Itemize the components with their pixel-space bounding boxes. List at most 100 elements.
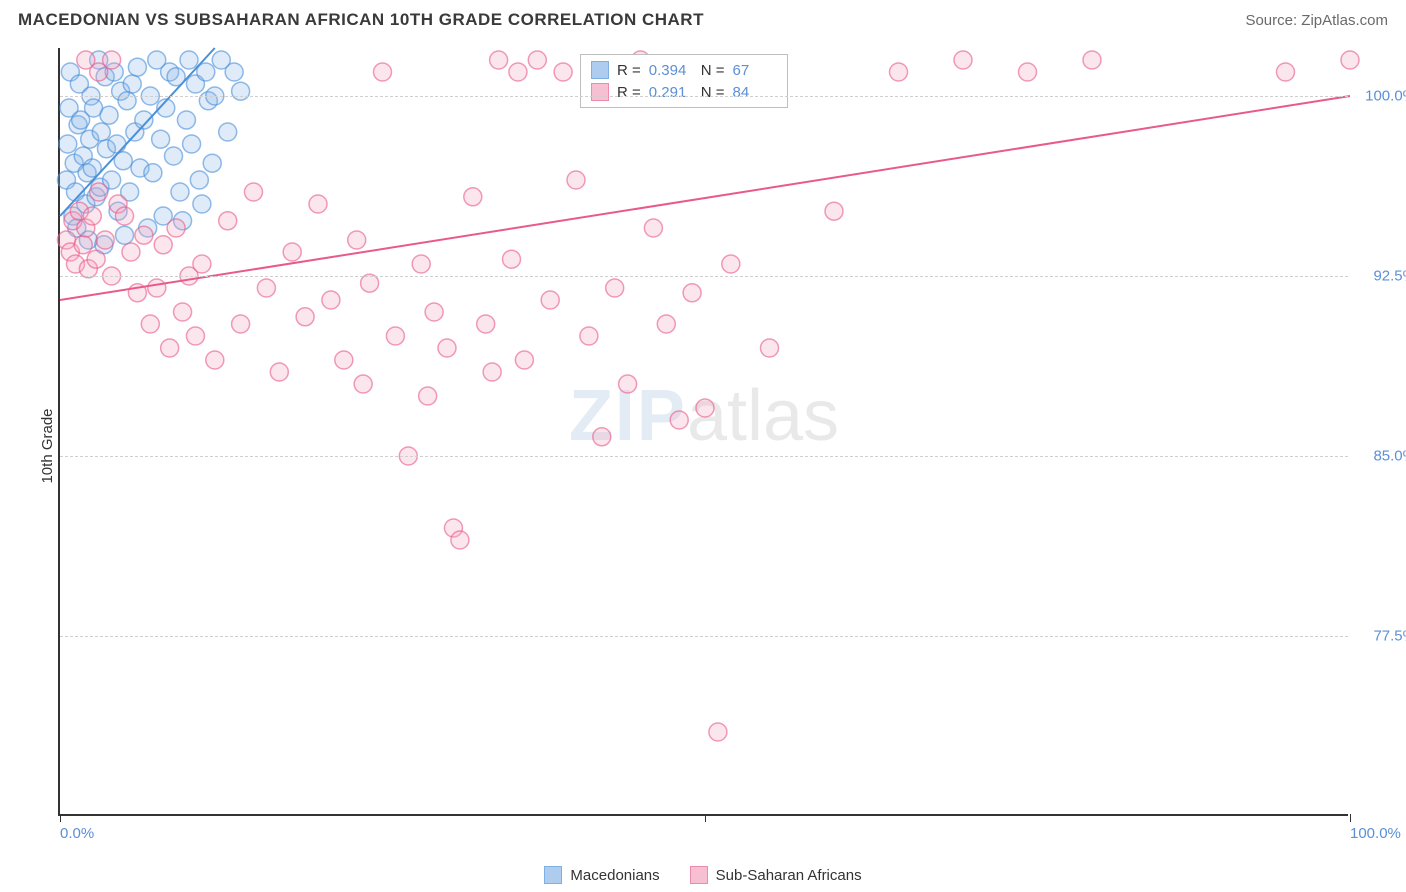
- data-point: [490, 51, 508, 69]
- data-point: [59, 135, 77, 153]
- stat-r-label: R =: [617, 84, 641, 101]
- legend-item: Macedonians: [544, 866, 659, 884]
- y-tick-label: 85.0%: [1373, 448, 1406, 465]
- data-point: [232, 315, 250, 333]
- stats-row: R = 0.394 N = 67: [591, 59, 777, 81]
- data-point: [87, 250, 105, 268]
- data-point: [174, 303, 192, 321]
- gridline: [60, 96, 1348, 97]
- data-point: [709, 723, 727, 741]
- data-point: [118, 92, 136, 110]
- data-point: [606, 279, 624, 297]
- data-point: [148, 279, 166, 297]
- data-point: [180, 51, 198, 69]
- data-point: [670, 411, 688, 429]
- data-point: [232, 82, 250, 100]
- data-point: [1019, 63, 1037, 81]
- data-point: [193, 255, 211, 273]
- data-point: [477, 315, 495, 333]
- data-point: [483, 363, 501, 381]
- data-point: [123, 75, 141, 93]
- data-point: [103, 51, 121, 69]
- gridline: [60, 636, 1348, 637]
- x-tick: [1350, 814, 1351, 822]
- stats-box: R =0.394N =67R =0.291N =84: [580, 54, 788, 108]
- data-point: [257, 279, 275, 297]
- data-point: [335, 351, 353, 369]
- data-point: [135, 226, 153, 244]
- data-point: [464, 188, 482, 206]
- stat-n-value: 67: [733, 62, 777, 79]
- data-point: [374, 63, 392, 81]
- data-point: [167, 219, 185, 237]
- data-point: [354, 375, 372, 393]
- data-point: [1277, 63, 1295, 81]
- data-point: [683, 284, 701, 302]
- data-point: [425, 303, 443, 321]
- data-point: [116, 207, 134, 225]
- data-point: [554, 63, 572, 81]
- data-point: [190, 171, 208, 189]
- data-point: [83, 207, 101, 225]
- data-point: [144, 164, 162, 182]
- data-point: [165, 147, 183, 165]
- data-point: [203, 154, 221, 172]
- source-label: Source: ZipAtlas.com: [1245, 12, 1388, 29]
- y-tick-label: 92.5%: [1373, 268, 1406, 285]
- data-point: [193, 195, 211, 213]
- data-point: [122, 243, 140, 261]
- x-tick: [60, 814, 61, 822]
- data-point: [206, 351, 224, 369]
- data-point: [451, 531, 469, 549]
- data-point: [219, 212, 237, 230]
- data-point: [154, 236, 172, 254]
- gridline: [60, 276, 1348, 277]
- data-point: [177, 111, 195, 129]
- legend-swatch: [690, 866, 708, 884]
- data-point: [825, 202, 843, 220]
- data-point: [225, 63, 243, 81]
- data-point: [1083, 51, 1101, 69]
- data-point: [100, 106, 118, 124]
- data-point: [348, 231, 366, 249]
- y-tick-label: 77.5%: [1373, 628, 1406, 645]
- data-point: [657, 315, 675, 333]
- data-point: [761, 339, 779, 357]
- data-point: [141, 315, 159, 333]
- data-point: [296, 308, 314, 326]
- data-point: [171, 183, 189, 201]
- data-point: [183, 135, 201, 153]
- data-point: [219, 123, 237, 141]
- stat-n-label: N =: [701, 62, 725, 79]
- data-point: [541, 291, 559, 309]
- data-point: [108, 135, 126, 153]
- data-point: [90, 183, 108, 201]
- data-point: [270, 363, 288, 381]
- legend-item: Sub-Saharan Africans: [690, 866, 862, 884]
- data-point: [580, 327, 598, 345]
- data-point: [1341, 51, 1359, 69]
- data-point: [528, 51, 546, 69]
- plot-area: ZIPatlas R =0.394N =67R =0.291N =84 77.5…: [58, 48, 1348, 816]
- data-point: [116, 226, 134, 244]
- data-point: [96, 231, 114, 249]
- data-point: [509, 63, 527, 81]
- data-point: [186, 327, 204, 345]
- data-point: [722, 255, 740, 273]
- data-point: [128, 58, 146, 76]
- x-tick-label: 100.0%: [1350, 825, 1358, 842]
- data-point: [954, 51, 972, 69]
- x-tick: [705, 814, 706, 822]
- data-point: [419, 387, 437, 405]
- y-tick-label: 100.0%: [1365, 88, 1406, 105]
- data-point: [515, 351, 533, 369]
- data-point: [152, 130, 170, 148]
- data-point: [74, 236, 92, 254]
- data-point: [438, 339, 456, 357]
- legend-swatch: [591, 61, 609, 79]
- gridline: [60, 456, 1348, 457]
- stat-r-value: 0.394: [649, 62, 693, 79]
- data-point: [92, 123, 110, 141]
- stat-r-label: R =: [617, 62, 641, 79]
- data-point: [890, 63, 908, 81]
